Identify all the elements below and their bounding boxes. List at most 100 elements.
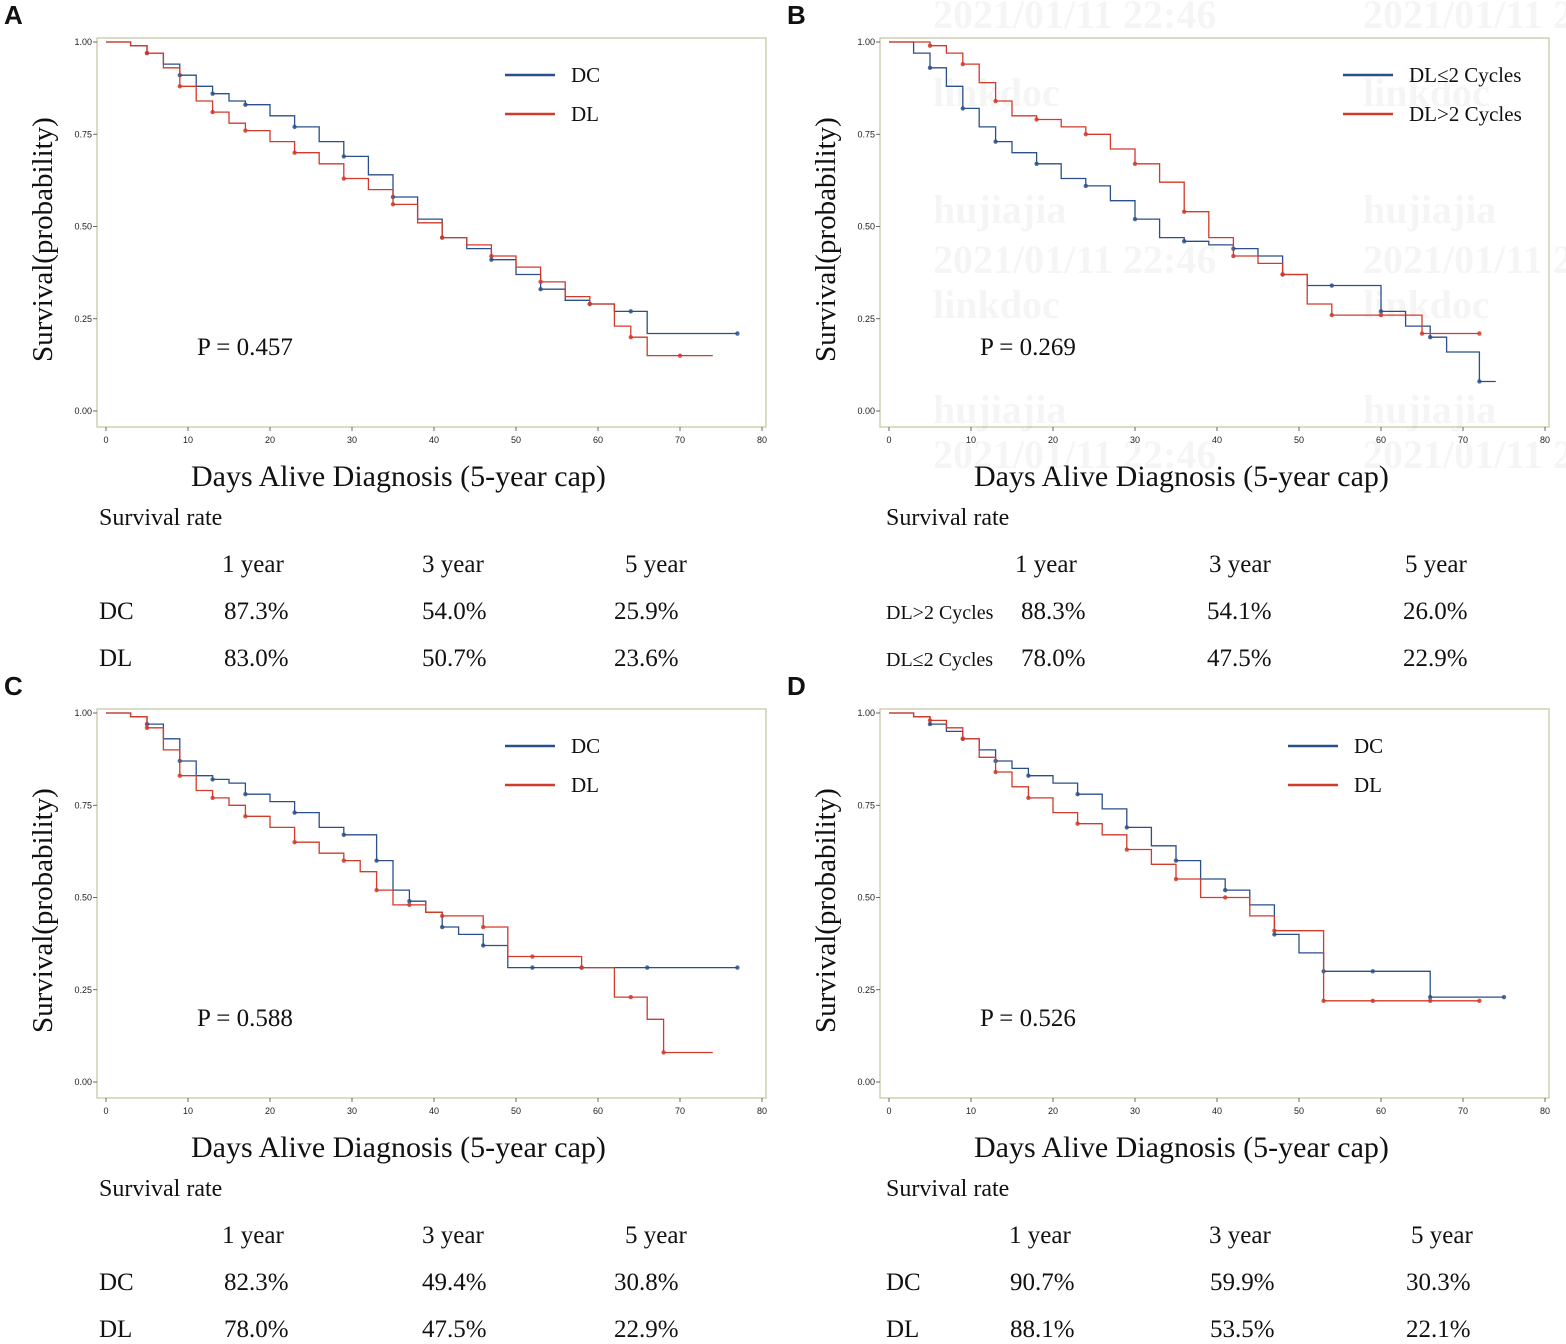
censor-marker [374,887,379,893]
censor-marker [993,139,998,144]
series-line-dl-2-cycles [889,41,1496,383]
survival-rate-value: 88.1% [1010,1316,1075,1343]
x-tick-label: 10 [966,1106,976,1116]
censor-marker [1182,209,1187,214]
x-axis-label: Days Alive Diagnosis (5-year cap) [974,1131,1389,1164]
watermark-text: 2021/01/11 22:46 [1363,237,1566,282]
censor-marker [440,235,445,240]
censor-marker [1329,312,1334,318]
survival-rate-value: 23.6% [614,645,679,672]
y-tick-label: 0.25 [74,314,92,324]
y-tick-label: 0.00 [74,406,92,416]
censor-marker [1132,216,1138,222]
survival-rate-title: Survival rate [886,1176,1010,1202]
survival-rate-value: 47.5% [1207,645,1272,672]
y-tick-label: 0.50 [857,222,875,232]
censor-marker [177,84,182,89]
y-tick-label: 0.00 [857,406,875,416]
survival-rate-header: 3 year [422,1222,484,1249]
censor-marker [1280,272,1285,277]
survival-rate-value: 88.3% [1021,598,1086,625]
y-tick-label: 1.00 [74,708,92,718]
survival-rate-row-label: DL [99,645,133,672]
x-tick-label: 60 [593,1106,603,1116]
chart-panel-d: D 0 10 20 30 40 50 60 70 80 0.00 0.25 0.50 0.75 1.00 DC… [783,671,1566,1343]
y-tick-label: 1.00 [857,708,875,718]
watermark-text: 2021/01/11 22:46 [933,237,1216,282]
legend-label: DL≤2 Cycles [1409,63,1521,87]
survival-plot: 0 10 20 30 40 50 60 70 80 0.00 0.25 0.50 0.75 1.00 DC D… [857,708,1550,1116]
x-tick-label: 80 [757,1106,767,1116]
x-tick-label: 20 [1048,435,1058,445]
legend-label: DL [1354,773,1382,797]
y-tick-label: 0.25 [857,314,875,324]
survival-rate-title: Survival rate [99,505,223,531]
survival-plot: 0 10 20 30 40 50 60 70 80 0.00 0.25 0.50 0.75 1.00 DC D… [74,708,767,1116]
watermark-text: hujiajia [933,187,1066,232]
x-axis-label: Days Alive Diagnosis (5-year cap) [974,460,1389,493]
plot-frame [96,37,767,428]
survival-rate-value: 25.9% [614,598,679,625]
survival-rate-value: 83.0% [224,645,289,672]
legend-label: DL [571,102,599,126]
x-tick-label: 30 [347,435,357,445]
censor-marker [960,736,965,742]
chart-panel-b: B2021/01/11 22:462021/01/11 22:46linkdoc… [783,0,1566,672]
censor-marker [1428,994,1433,1000]
y-tick-label: 0.75 [74,129,92,139]
survival-rate-value: 87.3% [224,598,289,625]
survival-rate-value: 26.0% [1403,598,1468,625]
censor-marker [1075,791,1080,797]
censor-marker [1501,994,1507,1000]
survival-rate-header: 1 year [222,551,284,578]
p-value: P = 0.269 [980,334,1076,361]
survival-plot: 2021/01/11 22:462021/01/11 22:46linkdocl… [857,0,1566,445]
x-tick-label: 50 [511,1106,521,1116]
censor-marker [1370,969,1375,974]
survival-rate-value: 49.4% [422,1269,487,1296]
censor-marker [1477,331,1482,336]
survival-rate-value: 78.0% [1021,645,1086,672]
survival-rate-header: 1 year [222,1222,284,1249]
survival-rate-header: 5 year [1411,1222,1473,1249]
survival-rate-value: 54.1% [1207,598,1272,625]
survival-rate-title: Survival rate [99,1176,223,1202]
censor-marker [292,839,297,845]
censor-marker [1124,825,1129,830]
survival-rate-header: 3 year [422,551,484,578]
chart-panel-c: C 0 10 20 30 40 50 60 70 80 0.00 0.25 0.50 0.75 1.00 DC… [0,671,783,1343]
censor-marker [177,773,182,778]
panel-letter: B [787,0,806,30]
x-tick-label: 60 [593,435,603,445]
p-value: P = 0.457 [197,334,293,361]
y-tick-label: 0.50 [857,893,875,903]
censor-marker [530,965,535,970]
watermark-text: 2021/01/11 22:46 [1363,0,1566,37]
censor-marker [407,902,412,908]
x-tick-label: 0 [103,1106,108,1116]
x-tick-label: 50 [1294,435,1304,445]
y-tick-label: 0.25 [74,985,92,995]
y-tick-label: 0.75 [857,800,875,810]
censor-marker [1428,998,1433,1004]
x-tick-label: 40 [1212,435,1222,445]
censor-marker [210,109,215,115]
survival-plot: 0 10 20 30 40 50 60 70 80 0.00 0.25 0.50 0.75 1.00 DC D… [74,37,767,445]
watermark-text: linkdoc [933,282,1060,327]
survival-rate-row-label: DC [886,1269,921,1296]
censor-marker [1132,161,1138,166]
censor-marker [1124,847,1129,852]
series-line-dl [106,41,713,357]
x-tick-label: 80 [1540,435,1550,445]
x-tick-label: 70 [675,435,685,445]
censor-marker [628,335,633,340]
x-tick-label: 20 [1048,1106,1058,1116]
censor-marker [1083,183,1088,189]
survival-rate-row-label: DL>2 Cycles [886,602,994,624]
x-tick-label: 40 [429,1106,439,1116]
survival-rate-value: 22.1% [1406,1316,1471,1343]
x-tick-label: 20 [265,1106,275,1116]
censor-marker [341,176,346,181]
censor-marker [341,154,346,159]
censor-marker [645,965,650,970]
